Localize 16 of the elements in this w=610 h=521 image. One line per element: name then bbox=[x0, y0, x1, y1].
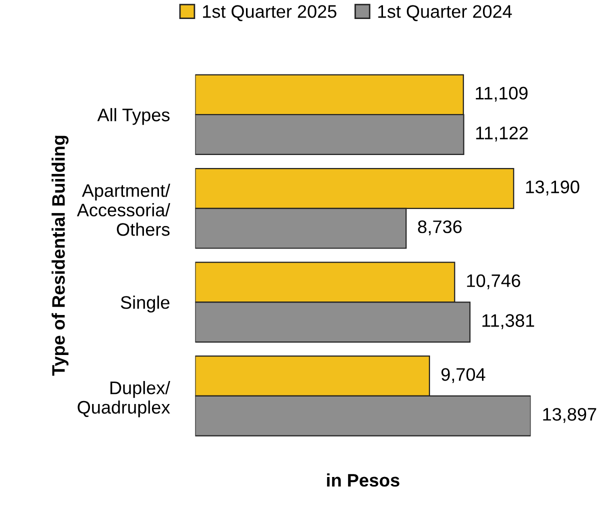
data-label: 8,736 bbox=[418, 220, 462, 236]
x-axis-title: in Pesos bbox=[327, 473, 400, 487]
legend-label: 1st Quarter 2025 bbox=[203, 5, 336, 22]
data-label: 11,109 bbox=[476, 86, 528, 102]
data-label: 13,190 bbox=[526, 180, 580, 196]
y-tick-label: Duplex/ Quadruplex bbox=[78, 381, 170, 418]
data-label: 10,746 bbox=[467, 274, 520, 290]
y-tick-label: Single bbox=[120, 296, 170, 312]
data-label: 9,704 bbox=[441, 368, 486, 384]
data-label: 11,122 bbox=[476, 126, 528, 142]
data-label: 11,381 bbox=[482, 314, 534, 330]
data-label: 13,897 bbox=[543, 408, 596, 423]
legend-label: 1st Quarter 2024 bbox=[378, 5, 512, 22]
y-axis-title: Type of Residential Building bbox=[52, 136, 69, 376]
y-tick-label: Apartment/ Accessoria/ Others bbox=[76, 184, 170, 236]
y-tick-label: All Types bbox=[97, 108, 170, 125]
